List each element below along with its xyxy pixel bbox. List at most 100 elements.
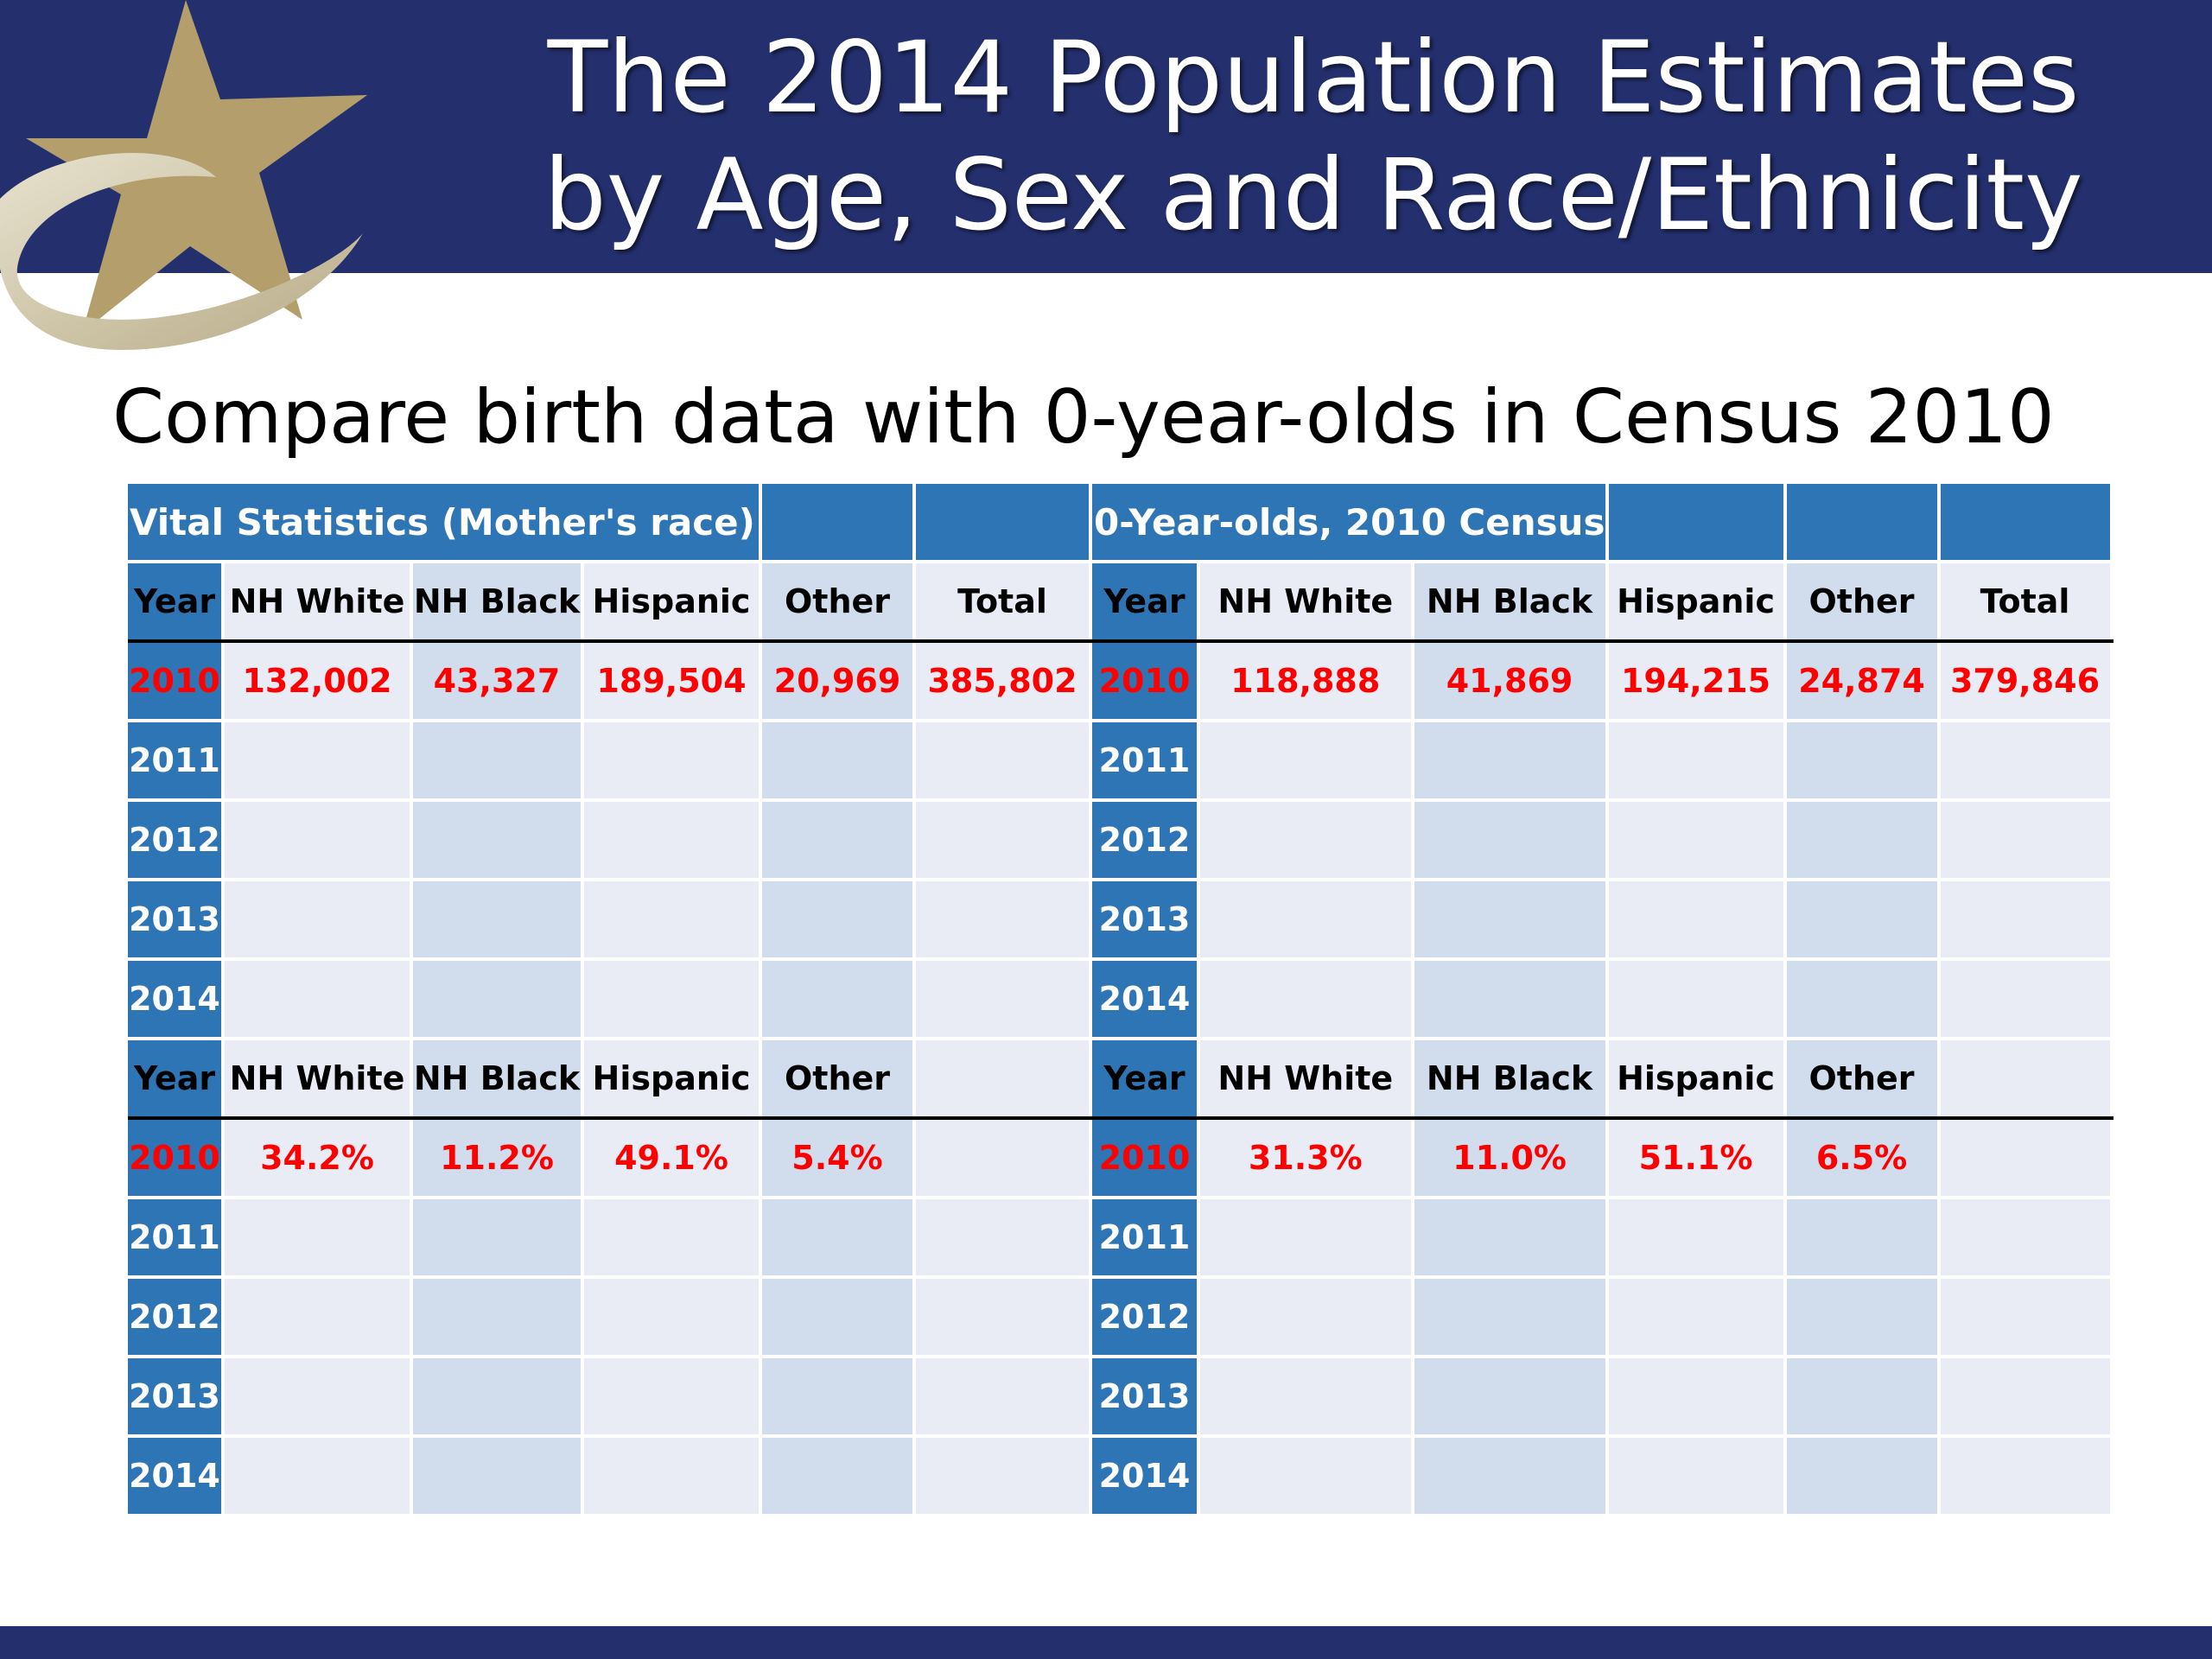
empty-cell xyxy=(582,1198,762,1279)
table-row: 2012 2012 xyxy=(128,1277,2113,1358)
empty-cell xyxy=(760,1277,916,1358)
percent-cell: 31.3% xyxy=(1198,1118,1414,1199)
empty-cell xyxy=(223,1436,413,1517)
empty-cell xyxy=(1198,880,1414,961)
empty-cell xyxy=(223,800,413,881)
header-nh-black: NH Black xyxy=(1412,562,1609,643)
empty-cell xyxy=(411,959,584,1040)
vital-statistics-title: Vital Statistics (Mother's race) xyxy=(128,484,762,563)
empty-cell xyxy=(1606,1357,1787,1438)
year-cell: 2013 xyxy=(128,880,225,961)
empty-cell xyxy=(1412,880,1609,961)
percent-cell: 51.1% xyxy=(1606,1118,1787,1199)
value-cell: 385,802 xyxy=(914,641,1092,722)
empty-cell xyxy=(582,1436,762,1517)
year-cell: 2013 xyxy=(128,1357,225,1438)
star-logo-icon xyxy=(0,0,367,350)
empty-cell xyxy=(582,1277,762,1358)
empty-cell xyxy=(1606,1436,1787,1517)
percent-cell: 5.4% xyxy=(760,1118,916,1199)
year-cell: 2011 xyxy=(1090,1198,1200,1279)
header-other: Other xyxy=(1784,562,1941,643)
table-row: 2014 2014 xyxy=(128,1436,2113,1517)
empty-cell xyxy=(1606,959,1787,1040)
header-hispanic: Hispanic xyxy=(582,1037,762,1120)
empty-cell xyxy=(914,1277,1092,1358)
empty-cell xyxy=(582,800,762,881)
header-year: Year xyxy=(1090,562,1200,643)
empty-cell xyxy=(1412,1198,1609,1279)
title-line-2: by Age, Sex and Race/Ethnicity xyxy=(543,137,2083,252)
year-cell: 2010 xyxy=(128,1118,225,1199)
empty-cell xyxy=(223,959,413,1040)
empty-cell xyxy=(914,721,1092,802)
group-header-blank xyxy=(1938,484,2113,563)
column-header-row: Year NH White NH Black Hispanic Other To… xyxy=(128,562,2113,643)
empty-cell xyxy=(760,880,916,961)
group-header-blank xyxy=(914,484,1092,563)
empty-cell xyxy=(1412,1277,1609,1358)
empty-cell xyxy=(582,1357,762,1438)
header-total: Total xyxy=(914,562,1092,643)
empty-cell xyxy=(1198,1357,1414,1438)
census-title: 0-Year-olds, 2010 Census xyxy=(1090,484,1609,563)
percent-cell: 34.2% xyxy=(223,1118,413,1199)
header-hispanic: Hispanic xyxy=(1606,1037,1787,1120)
table-row: 2010 34.2% 11.2% 49.1% 5.4% 2010 31.3% 1… xyxy=(128,1118,2113,1199)
empty-cell xyxy=(411,1277,584,1358)
group-header-blank xyxy=(1784,484,1941,563)
empty-cell xyxy=(760,1357,916,1438)
empty-cell xyxy=(411,721,584,802)
header-nh-black: NH Black xyxy=(411,562,584,643)
year-cell: 2012 xyxy=(128,1277,225,1358)
empty-cell xyxy=(1938,959,2113,1040)
title-line-1: The 2014 Population Estimates xyxy=(547,20,2080,135)
table-row: 2013 2013 xyxy=(128,1357,2113,1438)
empty-cell xyxy=(1938,880,2113,961)
empty-cell xyxy=(1784,800,1941,881)
slide-subtitle: Compare birth data with 0-year-olds in C… xyxy=(112,374,2055,461)
header-year: Year xyxy=(128,562,225,643)
value-cell: 189,504 xyxy=(582,641,762,722)
empty-cell xyxy=(760,959,916,1040)
empty-cell xyxy=(1412,1357,1609,1438)
empty-cell xyxy=(582,721,762,802)
empty-cell xyxy=(760,800,916,881)
year-cell: 2013 xyxy=(1090,880,1200,961)
empty-cell xyxy=(1938,1037,2113,1120)
empty-cell xyxy=(1412,959,1609,1040)
value-cell: 41,869 xyxy=(1412,641,1609,722)
table-group-header-row: Vital Statistics (Mother's race) 0-Year-… xyxy=(128,484,2113,563)
empty-cell xyxy=(1784,721,1941,802)
empty-cell xyxy=(1198,959,1414,1040)
year-cell: 2011 xyxy=(1090,721,1200,802)
empty-cell xyxy=(223,1198,413,1279)
year-cell: 2012 xyxy=(1090,1277,1200,1358)
empty-cell xyxy=(1938,1357,2113,1438)
empty-cell xyxy=(1784,1277,1941,1358)
header-nh-black: NH Black xyxy=(1412,1037,1609,1120)
empty-cell xyxy=(1784,1436,1941,1517)
empty-cell xyxy=(223,721,413,802)
header-nh-white: NH White xyxy=(223,562,413,643)
value-cell: 379,846 xyxy=(1938,641,2113,722)
percent-cell: 11.2% xyxy=(411,1118,584,1199)
table-row: 2010 132,002 43,327 189,504 20,969 385,8… xyxy=(128,641,2113,722)
year-cell: 2011 xyxy=(128,721,225,802)
header-year: Year xyxy=(128,1037,225,1120)
empty-cell xyxy=(914,1118,1092,1199)
year-cell: 2014 xyxy=(1090,1436,1200,1517)
empty-cell xyxy=(1938,1118,2113,1199)
header-nh-white: NH White xyxy=(223,1037,413,1120)
empty-cell xyxy=(1198,1436,1414,1517)
value-cell: 118,888 xyxy=(1198,641,1414,722)
empty-cell xyxy=(1412,1436,1609,1517)
header-year: Year xyxy=(1090,1037,1200,1120)
empty-cell xyxy=(1412,721,1609,802)
value-cell: 24,874 xyxy=(1784,641,1941,722)
comparison-table: Vital Statistics (Mother's race) 0-Year-… xyxy=(128,484,2113,1517)
year-cell: 2013 xyxy=(1090,1357,1200,1438)
header-band xyxy=(0,0,2212,273)
value-cell: 194,215 xyxy=(1606,641,1787,722)
empty-cell xyxy=(1606,721,1787,802)
